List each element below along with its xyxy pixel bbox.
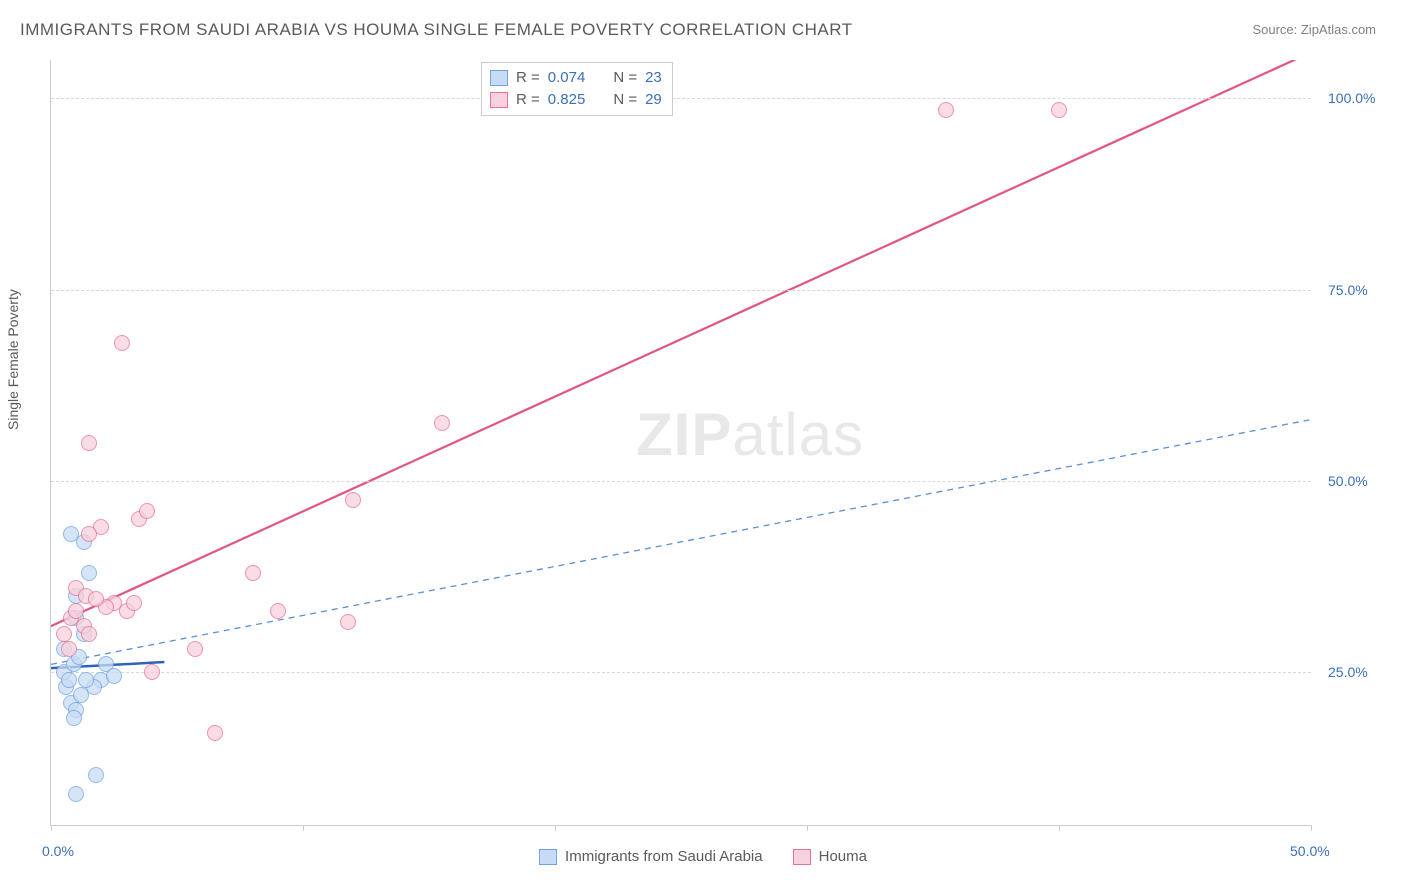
x-tick-label: 50.0% bbox=[1290, 843, 1330, 859]
scatter-point bbox=[81, 626, 97, 642]
scatter-point bbox=[114, 335, 130, 351]
legend-series-name: Immigrants from Saudi Arabia bbox=[565, 848, 763, 865]
scatter-point bbox=[345, 492, 361, 508]
scatter-point bbox=[938, 102, 954, 118]
scatter-point bbox=[434, 415, 450, 431]
legend-series-name: Houma bbox=[819, 848, 867, 865]
legend-r-value: 0.074 bbox=[548, 67, 586, 89]
x-tick bbox=[555, 825, 556, 831]
scatter-point bbox=[126, 595, 142, 611]
scatter-point bbox=[270, 603, 286, 619]
scatter-point bbox=[56, 626, 72, 642]
y-axis-label: Single Female Poverty bbox=[5, 289, 21, 430]
y-tick-label: 50.0% bbox=[1328, 473, 1368, 489]
legend-swatch bbox=[793, 849, 811, 865]
scatter-point bbox=[144, 664, 160, 680]
scatter-point bbox=[81, 435, 97, 451]
x-tick bbox=[1311, 825, 1312, 831]
legend-n-label: N = bbox=[613, 89, 637, 111]
scatter-point bbox=[139, 503, 155, 519]
legend-item: Immigrants from Saudi Arabia bbox=[539, 848, 763, 865]
gridline bbox=[51, 672, 1311, 673]
scatter-point bbox=[81, 565, 97, 581]
trend-line bbox=[51, 420, 1311, 665]
legend-r-label: R = bbox=[516, 89, 540, 111]
gridline bbox=[51, 481, 1311, 482]
x-tick bbox=[1059, 825, 1060, 831]
gridline bbox=[51, 290, 1311, 291]
legend-bottom: Immigrants from Saudi Arabia Houma bbox=[0, 848, 1406, 865]
scatter-point bbox=[66, 710, 82, 726]
trend-line bbox=[51, 60, 1311, 626]
scatter-point bbox=[245, 565, 261, 581]
legend-swatch bbox=[490, 92, 508, 108]
scatter-point bbox=[1051, 102, 1067, 118]
legend-n-label: N = bbox=[613, 67, 637, 89]
scatter-point bbox=[78, 672, 94, 688]
legend-row: R = 0.825 N = 29 bbox=[490, 89, 662, 111]
y-tick-label: 75.0% bbox=[1328, 282, 1368, 298]
legend-n-value: 29 bbox=[645, 89, 662, 111]
chart-title: IMMIGRANTS FROM SAUDI ARABIA VS HOUMA SI… bbox=[20, 20, 853, 40]
x-tick bbox=[51, 825, 52, 831]
watermark: ZIPatlas bbox=[636, 400, 864, 469]
scatter-point bbox=[187, 641, 203, 657]
scatter-point bbox=[106, 668, 122, 684]
scatter-point bbox=[88, 767, 104, 783]
legend-item: Houma bbox=[793, 848, 867, 865]
scatter-point bbox=[81, 526, 97, 542]
source-label: Source: ZipAtlas.com bbox=[1252, 22, 1376, 37]
legend-n-value: 23 bbox=[645, 67, 662, 89]
scatter-point bbox=[61, 672, 77, 688]
legend-r-value: 0.825 bbox=[548, 89, 586, 111]
legend-row: R = 0.074 N = 23 bbox=[490, 67, 662, 89]
legend-correlation: R = 0.074 N = 23 R = 0.825 N = 29 bbox=[481, 62, 673, 116]
scatter-point bbox=[340, 614, 356, 630]
gridline bbox=[51, 98, 1311, 99]
scatter-point bbox=[68, 603, 84, 619]
trend-lines-svg bbox=[51, 60, 1311, 825]
plot-area: ZIPatlas R = 0.074 N = 23 R = 0.825 N = 29 bbox=[50, 60, 1311, 826]
y-tick-label: 25.0% bbox=[1328, 664, 1368, 680]
x-tick bbox=[303, 825, 304, 831]
legend-swatch bbox=[490, 70, 508, 86]
scatter-point bbox=[207, 725, 223, 741]
scatter-point bbox=[61, 641, 77, 657]
legend-r-label: R = bbox=[516, 67, 540, 89]
legend-swatch bbox=[539, 849, 557, 865]
scatter-point bbox=[68, 786, 84, 802]
x-tick-label: 0.0% bbox=[42, 843, 74, 859]
y-tick-label: 100.0% bbox=[1328, 90, 1375, 106]
x-tick bbox=[807, 825, 808, 831]
